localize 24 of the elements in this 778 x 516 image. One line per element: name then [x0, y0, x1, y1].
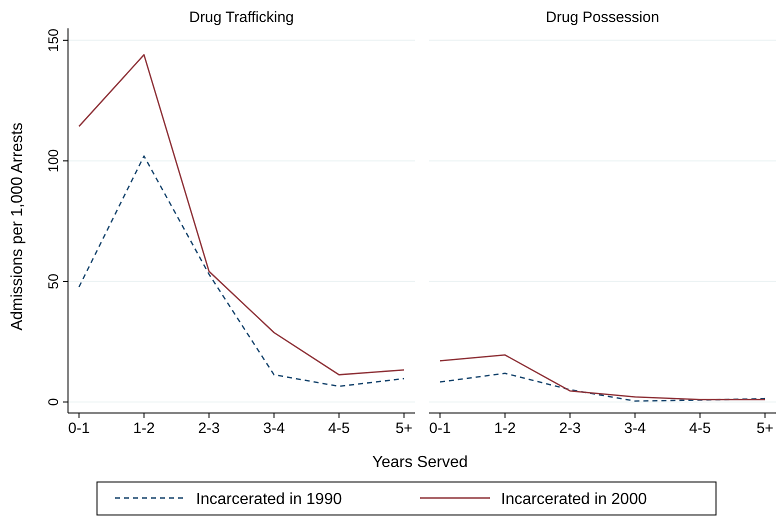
- x-tick-label: 4-5: [328, 420, 350, 437]
- x-tick-label: 5+: [395, 420, 413, 437]
- line-series: [78, 54, 405, 376]
- x-tick-label: 1-2: [133, 420, 155, 437]
- y-tick-label: 0: [45, 398, 61, 406]
- y-tick-label: 50: [45, 273, 61, 290]
- legend-label: Incarcerated in 2000: [501, 491, 647, 508]
- x-tick-label: 3-4: [263, 420, 285, 437]
- x-tick-label: 3-4: [624, 420, 646, 437]
- x-axis-title: Years Served: [372, 454, 468, 471]
- x-tick-label: 0-1: [68, 420, 90, 437]
- x-tick-label: 1-2: [494, 420, 516, 437]
- chart-title: Drug Trafficking: [189, 9, 294, 26]
- y-axis-title: Admissions per 1,000 Arrests: [9, 122, 26, 331]
- y-tick-label: 100: [45, 148, 61, 173]
- chart-title: Drug Possession: [546, 9, 660, 26]
- x-tick-label: 4-5: [689, 420, 711, 437]
- x-tick-label: 5+: [756, 420, 774, 437]
- line-series: [78, 155, 405, 388]
- legend-label: Incarcerated in 1990: [196, 491, 342, 508]
- y-tick-label: 150: [45, 28, 61, 52]
- x-tick-label: 0-1: [429, 420, 451, 437]
- x-tick-label: 2-3: [198, 420, 220, 437]
- x-tick-label: 2-3: [559, 420, 581, 437]
